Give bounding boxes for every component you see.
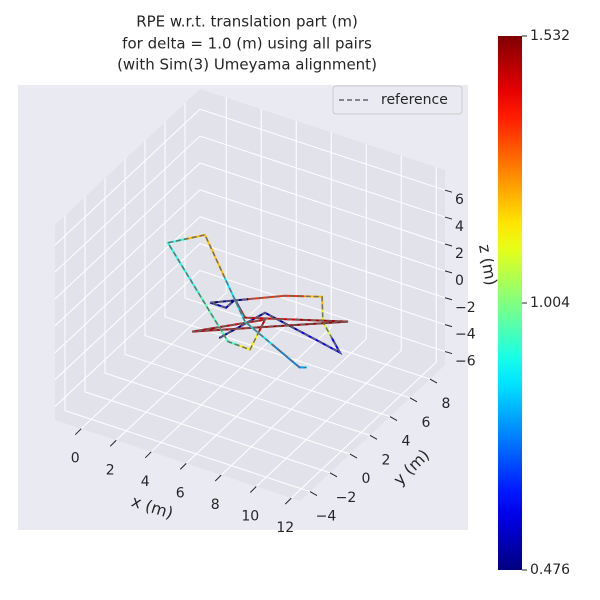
y-tick-label: 2	[382, 452, 391, 468]
grid	[54, 97, 446, 499]
z-axis-label: z (m)	[475, 243, 501, 287]
tick-mark	[214, 474, 222, 482]
z-tick-label: 4	[455, 219, 464, 235]
y-tick-label: 0	[362, 471, 371, 487]
grid-line	[104, 372, 351, 455]
y-tick-label: 6	[422, 415, 431, 431]
grid-line	[199, 243, 446, 326]
colorbar-scale	[498, 36, 522, 570]
x-tick-label: 6	[176, 485, 185, 501]
tick-mark	[444, 297, 453, 301]
tick-mark	[444, 243, 453, 247]
y-tick-label: −4	[316, 509, 337, 525]
x-tick-label: 10	[241, 509, 259, 525]
x-tick-label: 0	[71, 451, 80, 467]
grid-line	[54, 189, 201, 327]
x-tick-label: 8	[211, 497, 220, 513]
grid-line	[64, 410, 311, 493]
tick-mark	[349, 453, 358, 459]
chart-title: RPE w.r.t. translation part (m)	[136, 13, 358, 31]
legend-box	[332, 85, 463, 115]
grid-line	[150, 315, 297, 453]
legend: reference	[332, 85, 463, 115]
grid-line	[54, 243, 201, 381]
grid-line	[54, 270, 201, 407]
tick-mark	[409, 397, 418, 403]
tick-mark	[284, 497, 292, 505]
grid-line	[124, 353, 371, 436]
grid-line	[84, 391, 331, 474]
z-tick-label: 2	[455, 246, 464, 262]
colorbar-tick-label: 1.532	[530, 28, 570, 44]
grid-line	[54, 135, 201, 273]
chart-title: for delta = 1.0 (m) using all pairs	[122, 35, 372, 53]
tick-mark	[429, 378, 438, 384]
x-tick-label: 2	[106, 462, 115, 478]
tick-mark	[329, 472, 338, 478]
tick-mark	[179, 463, 187, 470]
tick-mark	[369, 434, 378, 440]
grid-line	[220, 338, 367, 476]
colorbar-tick-label: 0.476	[530, 562, 570, 578]
reference-line	[166, 234, 349, 369]
grid-line	[199, 216, 446, 299]
colorbar-tick-label: 1.004	[530, 295, 570, 311]
grid-line	[144, 335, 391, 418]
grid-line	[290, 361, 437, 499]
grid-line	[199, 189, 446, 272]
tick-mark	[444, 216, 453, 220]
y-tick-label: 8	[442, 396, 451, 412]
colorbar: 0.476 1.004 1.532	[498, 28, 570, 578]
grid-line	[115, 303, 262, 441]
y-tick-label: 4	[402, 434, 411, 450]
grid-line	[199, 108, 446, 191]
tick-mark	[74, 428, 82, 436]
tick-mark	[444, 351, 453, 355]
z-tick-label: −4	[455, 327, 476, 343]
tick-mark	[444, 270, 453, 274]
pane	[55, 89, 200, 420]
grid-line	[184, 297, 431, 380]
x-tick-label: 4	[141, 474, 150, 490]
grid-line	[54, 162, 201, 300]
tick-mark	[309, 491, 318, 497]
tick-mark	[389, 416, 398, 422]
chart-title: (with Sim(3) Umeyama alignment)	[117, 56, 377, 74]
tick-mark	[249, 486, 257, 493]
grid-line	[185, 327, 332, 464]
grid-line	[80, 292, 227, 430]
tick-mark	[144, 451, 152, 459]
grid-line	[199, 135, 446, 218]
grid-line	[255, 350, 402, 487]
tick-mark	[109, 439, 117, 447]
z-tick-label: −6	[455, 354, 476, 370]
grid-line	[199, 162, 446, 245]
z-tick-label: −2	[455, 300, 476, 316]
y-tick-label: −2	[336, 490, 357, 506]
z-tick-label: 0	[455, 273, 464, 289]
grid-line	[54, 216, 201, 354]
legend-label: reference	[381, 92, 448, 108]
tick-mark	[444, 189, 453, 193]
tick-mark	[444, 324, 453, 328]
grid-line	[54, 108, 201, 246]
x-tick-label: 12	[276, 520, 294, 536]
z-tick-label: 6	[455, 192, 464, 208]
trajectory	[166, 233, 349, 369]
